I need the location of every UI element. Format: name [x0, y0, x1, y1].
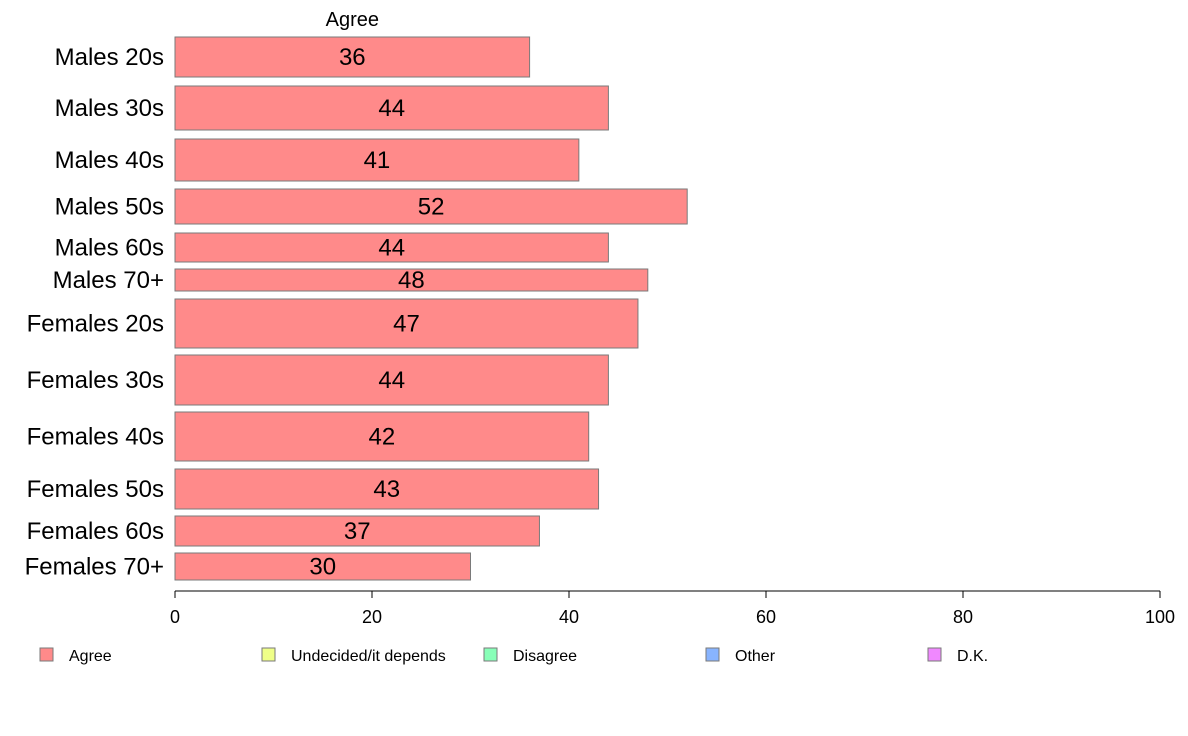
- category-label: Females 40s: [27, 424, 164, 451]
- x-tick-label: 0: [170, 607, 180, 627]
- x-tick-label: 100: [1145, 607, 1175, 627]
- data-label: 42: [368, 424, 395, 451]
- bar-agree-females-60s: [174, 515, 540, 547]
- legend-swatch-undecided-it-depends: [261, 647, 276, 662]
- x-tick-label: 80: [953, 607, 973, 627]
- legend-label-other: Other: [735, 648, 776, 665]
- category-label: Females 30s: [27, 367, 164, 394]
- data-label: 47: [393, 311, 420, 338]
- data-label: 37: [344, 518, 371, 545]
- data-label: 30: [309, 554, 336, 581]
- category-label: Females 20s: [27, 311, 164, 338]
- data-label: 44: [378, 95, 405, 122]
- series-titles: Agree: [326, 9, 379, 31]
- x-tick-label: 40: [559, 607, 579, 627]
- category-label: Males 20s: [55, 44, 164, 71]
- bar-agree-females-30s: [174, 354, 609, 406]
- data-label: 48: [398, 267, 425, 294]
- category-label: Females 70+: [25, 554, 164, 581]
- legend-label-agree: Agree: [69, 648, 112, 665]
- category-label: Males 30s: [55, 95, 164, 122]
- bar-agree-males-70: [174, 268, 649, 292]
- legend-swatch-agree: [39, 647, 54, 662]
- data-label: 44: [378, 235, 405, 262]
- legend-label-disagree: Disagree: [513, 648, 577, 665]
- bar-agree-females-50s: [174, 468, 600, 510]
- category-label: Males 40s: [55, 147, 164, 174]
- series-title-agree: Agree: [326, 9, 379, 31]
- data-label: 41: [364, 147, 391, 174]
- category-label: Females 60s: [27, 518, 164, 545]
- bar-agree-females-20s: [174, 298, 639, 349]
- category-label: Males 70+: [53, 267, 164, 294]
- category-label: Males 50s: [55, 194, 164, 221]
- bar-agree-males-20s: [174, 36, 531, 78]
- legend-swatch-other: [705, 647, 720, 662]
- data-label: 44: [378, 367, 405, 394]
- category-label: Males 60s: [55, 235, 164, 262]
- legend-label-d-k: D.K.: [957, 648, 988, 665]
- bar-agree-females-70: [174, 552, 471, 581]
- category-labels: Males 20s Males 30s Males 40s Males 50s Male…: [25, 44, 164, 581]
- bar-agree-males-30s: [174, 85, 609, 131]
- data-label: 52: [418, 194, 445, 221]
- bar-agree-males-40s: [174, 138, 580, 182]
- data-label: 36: [339, 44, 366, 71]
- data-label: 43: [373, 476, 400, 503]
- bar-agree-females-40s: [174, 411, 590, 462]
- legend-swatch-d-k: [927, 647, 942, 662]
- x-axis: 0 20 40 60 80 100: [170, 590, 1175, 627]
- bar-agree-males-50s: [174, 188, 688, 225]
- legend-swatch-disagree: [483, 647, 498, 662]
- legend-label-undecided-it-depends: Undecided/it depends: [291, 648, 446, 665]
- legend: Agree Undecided/it depends Disagree Other D.…: [39, 647, 988, 665]
- x-tick-label: 20: [362, 607, 382, 627]
- category-label: Females 50s: [27, 476, 164, 503]
- bar-agree-males-60s: [174, 232, 609, 263]
- x-tick-label: 60: [756, 607, 776, 627]
